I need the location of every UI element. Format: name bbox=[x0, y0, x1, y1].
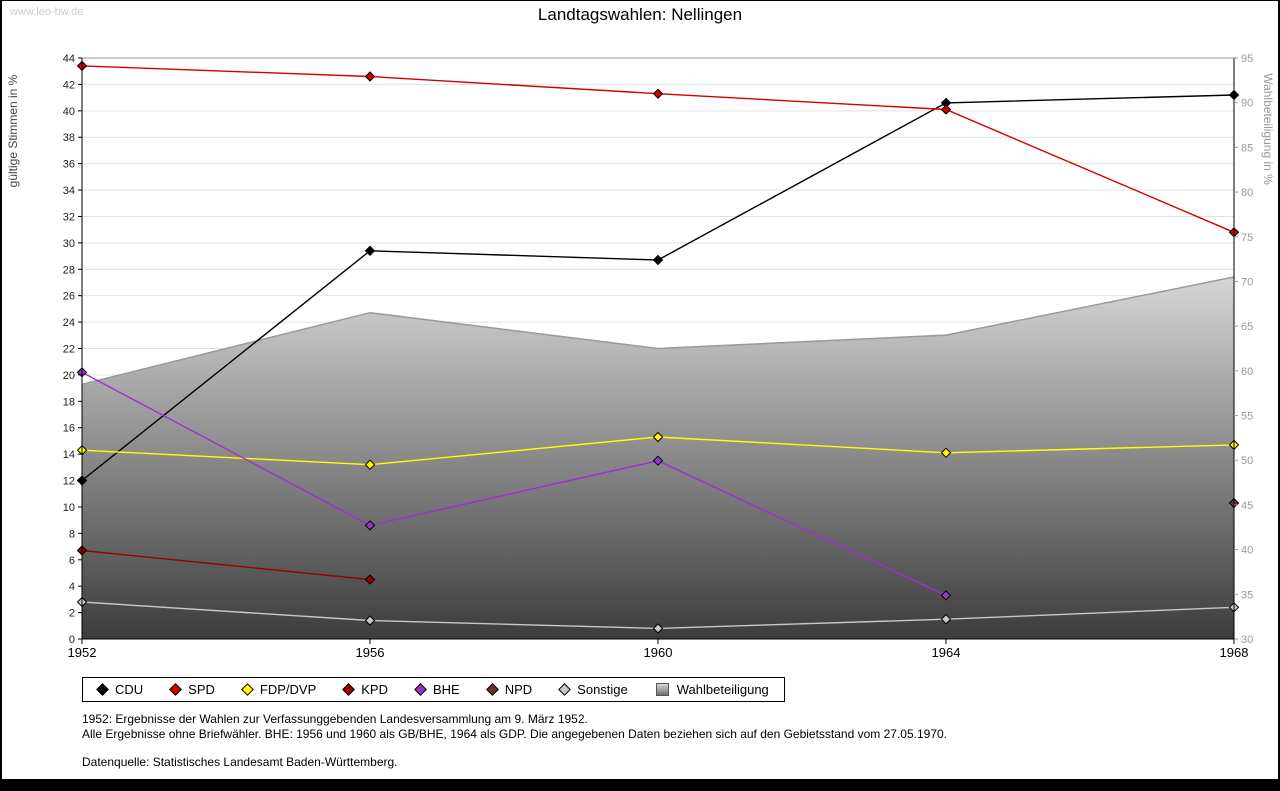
legend-item-bhe: BHE bbox=[414, 682, 460, 697]
left-tick-label-10: 10 bbox=[63, 502, 75, 514]
bottom-border-bar bbox=[2, 779, 1278, 791]
legend-label-cdu: CDU bbox=[115, 682, 144, 697]
left-tick-label-14: 14 bbox=[63, 449, 75, 461]
watermark: www.leo-bw.de bbox=[10, 6, 84, 18]
right-tick-label-40: 40 bbox=[1241, 545, 1253, 557]
left-tick-label-2: 2 bbox=[69, 608, 75, 620]
left-tick-label-22: 22 bbox=[63, 344, 75, 356]
right-tick-label-50: 50 bbox=[1241, 455, 1253, 467]
legend-item-sonstige: Sonstige bbox=[558, 682, 628, 697]
left-tick-label-24: 24 bbox=[63, 317, 75, 329]
marker-cdu-1956 bbox=[364, 245, 376, 257]
turnout-area-swatch-icon bbox=[655, 683, 669, 696]
marker-spd-1960 bbox=[652, 88, 664, 99]
left-tick-label-36: 36 bbox=[63, 159, 75, 171]
legend-item-wahlbeteiligung: Wahlbeteiligung bbox=[655, 682, 769, 697]
series-line-bhe bbox=[81, 371, 947, 597]
right-tick-label-55: 55 bbox=[1241, 411, 1253, 423]
left-tick-label-26: 26 bbox=[63, 291, 75, 303]
left-tick-label-32: 32 bbox=[63, 211, 75, 223]
legend-label-wahlbeteiligung: Wahlbeteiligung bbox=[676, 682, 769, 697]
marker-fdp-dvp-1960 bbox=[652, 431, 664, 443]
left-tick-label-42: 42 bbox=[63, 79, 75, 91]
right-tick-label-35: 35 bbox=[1241, 589, 1253, 601]
footnote-line-2: Alle Ergebnisse ohne Briefwähler. BHE: 1… bbox=[82, 727, 948, 741]
right-tick-label-45: 45 bbox=[1241, 500, 1253, 512]
diamond-marker-icon bbox=[414, 683, 427, 696]
marker-spd-1964 bbox=[940, 104, 952, 115]
footnote-line-1: 1952: Ergebnisse der Wahlen zur Verfassu… bbox=[82, 712, 588, 726]
marker-sonstige-1960 bbox=[652, 623, 664, 634]
left-tick-label-8: 8 bbox=[69, 528, 75, 540]
right-tick-label-90: 90 bbox=[1241, 98, 1253, 110]
left-tick-label-40: 40 bbox=[63, 106, 75, 118]
turnout-area-border bbox=[81, 276, 1235, 386]
footnote-source: Datenquelle: Statistisches Landesamt Bad… bbox=[82, 755, 398, 769]
left-tick-label-6: 6 bbox=[69, 555, 75, 567]
diamond-marker-icon bbox=[241, 683, 254, 696]
marker-bhe-1956 bbox=[364, 520, 376, 531]
left-tick-label-38: 38 bbox=[63, 132, 75, 144]
right-tick-label-30: 30 bbox=[1241, 634, 1253, 646]
marker-fdp-dvp-1964 bbox=[940, 447, 952, 459]
x-tick-label-1968: 1968 bbox=[1220, 645, 1249, 660]
right-tick-label-85: 85 bbox=[1241, 142, 1253, 154]
left-tick-label-18: 18 bbox=[63, 396, 75, 408]
right-tick-label-80: 80 bbox=[1241, 187, 1253, 199]
left-tick-label-28: 28 bbox=[63, 264, 75, 276]
marker-bhe-1964 bbox=[940, 590, 952, 601]
marker-bhe-1960 bbox=[652, 455, 664, 466]
legend-item-kpd: KPD bbox=[342, 682, 388, 697]
legend-label-sonstige: Sonstige bbox=[577, 682, 628, 697]
legend-item-fdp-dvp: FDP/DVP bbox=[241, 682, 317, 697]
right-axis-title: Wahlbeteiligung in % bbox=[1261, 73, 1275, 185]
footnotes: 1952: Ergebnisse der Wahlen zur Verfassu… bbox=[82, 712, 947, 770]
right-tick-label-65: 65 bbox=[1241, 321, 1253, 333]
marker-sonstige-1956 bbox=[364, 615, 376, 626]
diamond-marker-icon bbox=[169, 683, 183, 696]
legend-label-kpd: KPD bbox=[361, 682, 388, 697]
chart-legend: CDU SPD FDP/DVP KPD BHE NPD Sonstige Wahlbeteil… bbox=[82, 677, 785, 702]
left-axis-title: gültige Stimmen in % bbox=[6, 74, 20, 187]
right-tick-label-75: 75 bbox=[1241, 232, 1253, 244]
chart-title: Landtagswahlen: Nellingen bbox=[537, 5, 743, 24]
marker-fdp-dvp-1956 bbox=[364, 459, 376, 470]
diamond-marker-icon bbox=[342, 683, 356, 696]
marker-cdu-1960 bbox=[652, 254, 664, 266]
x-tick-label-1956: 1956 bbox=[356, 645, 385, 660]
legend-label-npd: NPD bbox=[504, 682, 533, 697]
right-tick-label-70: 70 bbox=[1241, 276, 1253, 288]
marker-kpd-1956 bbox=[364, 574, 376, 585]
diamond-marker-icon bbox=[96, 683, 109, 696]
legend-item-npd: NPD bbox=[485, 682, 533, 697]
right-tick-label-95: 95 bbox=[1241, 53, 1253, 65]
election-line-chart: 0246810121416182022242628303234363840424… bbox=[6, 53, 1275, 660]
legend-label-fdp-dvp: FDP/DVP bbox=[259, 682, 317, 697]
left-tick-label-34: 34 bbox=[63, 185, 75, 197]
right-tick-label-60: 60 bbox=[1241, 366, 1253, 378]
left-tick-label-44: 44 bbox=[63, 53, 75, 65]
left-tick-label-4: 4 bbox=[69, 581, 75, 593]
x-tick-label-1952: 1952 bbox=[68, 645, 97, 660]
legend-label-spd: SPD bbox=[188, 682, 215, 697]
left-tick-label-12: 12 bbox=[63, 476, 75, 488]
x-tick-label-1964: 1964 bbox=[932, 645, 961, 660]
left-tick-label-16: 16 bbox=[63, 423, 75, 435]
left-tick-label-20: 20 bbox=[63, 370, 75, 382]
x-tick-label-1960: 1960 bbox=[644, 645, 673, 660]
diamond-marker-icon bbox=[558, 683, 572, 696]
legend-item-cdu: CDU bbox=[96, 682, 144, 697]
marker-spd-1956 bbox=[364, 71, 376, 82]
left-tick-label-30: 30 bbox=[63, 238, 75, 250]
series-line-kpd bbox=[81, 549, 371, 581]
legend-label-bhe: BHE bbox=[432, 682, 460, 697]
diamond-marker-icon bbox=[485, 683, 499, 696]
legend-item-spd: SPD bbox=[169, 682, 215, 697]
marker-sonstige-1964 bbox=[940, 613, 952, 625]
left-tick-label-0: 0 bbox=[69, 634, 75, 646]
